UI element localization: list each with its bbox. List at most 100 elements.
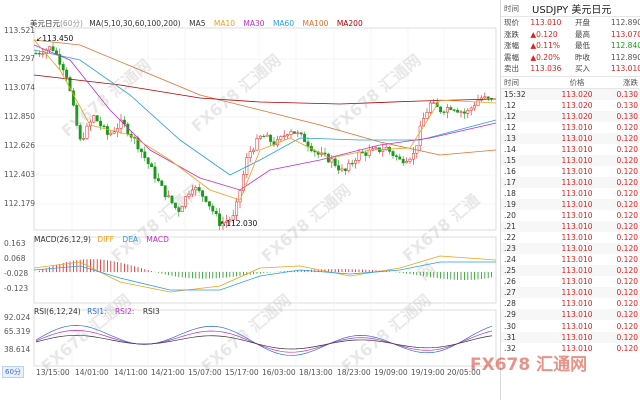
candle-body bbox=[105, 126, 109, 135]
x-tick: 18/13:00 bbox=[299, 368, 333, 377]
quote-label: 涨幅 bbox=[504, 41, 519, 51]
trade-time: .25 bbox=[504, 266, 516, 276]
candle-body bbox=[160, 180, 164, 186]
trade-time: .29 bbox=[504, 310, 516, 320]
trade-row: .16 113.010 0.120 bbox=[501, 165, 640, 177]
candle-body bbox=[299, 132, 303, 135]
candle-body bbox=[214, 210, 218, 215]
candle-body bbox=[224, 220, 228, 223]
rsi-y-tick: 65.319 bbox=[4, 327, 31, 336]
trade-change: 0.120 bbox=[616, 277, 638, 287]
x-tick: 14/01:00 bbox=[75, 368, 109, 377]
ma10-line bbox=[33, 39, 497, 201]
high-annotation: ↙113.450 bbox=[36, 34, 74, 43]
quote-label: 最高 bbox=[575, 29, 591, 39]
candle-body bbox=[483, 96, 487, 99]
candle-body bbox=[405, 161, 409, 164]
candle-body bbox=[207, 201, 211, 207]
quote-label: 现价 bbox=[504, 18, 519, 28]
quote-table: 现价 113.010 开盘 112.890 涨跌 ▲0.120 最高 113.070 涨幅 ▲0.… bbox=[504, 17, 640, 75]
trade-time: .14 bbox=[504, 144, 516, 154]
trade-time: .12 bbox=[504, 100, 516, 110]
high-value: 113.450 bbox=[42, 34, 74, 43]
macd-y-tick: -0.123 bbox=[4, 284, 29, 293]
candle-body bbox=[381, 149, 385, 152]
quote-label: 昨收 bbox=[575, 52, 591, 62]
rsi2-legend: RSI2: bbox=[114, 307, 135, 316]
quote-value: 112.840 bbox=[610, 41, 640, 51]
y-tick: 113.521 bbox=[4, 26, 36, 35]
candle-body bbox=[109, 132, 113, 135]
quote-row: 涨幅 ▲0.11% 最低 112.840 bbox=[504, 40, 640, 52]
trade-change: 0.120 bbox=[616, 332, 638, 342]
candle-body bbox=[265, 134, 269, 137]
candle-body bbox=[286, 134, 290, 137]
candle-body bbox=[401, 158, 405, 164]
x-tick: 16/03:00 bbox=[262, 368, 296, 377]
y-tick: 112.179 bbox=[4, 199, 36, 208]
macd-legend: MACD(26,12,9) DIFF DEA MACD bbox=[34, 235, 169, 244]
candle-body bbox=[95, 115, 99, 122]
candle-body bbox=[360, 151, 364, 154]
trade-row: .25 113.010 0.120 bbox=[501, 265, 640, 277]
main-panel-frame bbox=[33, 27, 497, 231]
candle-body bbox=[170, 195, 174, 204]
trade-change: 0.120 bbox=[616, 211, 638, 221]
candle-body bbox=[367, 150, 371, 156]
candle-body bbox=[156, 178, 160, 182]
candle-body bbox=[204, 196, 208, 202]
candle-body bbox=[177, 207, 181, 212]
trade-change: 0.120 bbox=[616, 177, 638, 187]
quote-value: 112.890 bbox=[610, 18, 640, 28]
candle-body bbox=[197, 187, 201, 191]
rsi-panel-frame bbox=[33, 309, 497, 367]
candle-body bbox=[231, 215, 235, 221]
candle-body bbox=[357, 151, 361, 161]
candle-body bbox=[41, 53, 45, 55]
quote-value: ▲0.20% bbox=[530, 52, 560, 62]
candle-body bbox=[289, 131, 293, 135]
candle-body bbox=[364, 152, 368, 156]
rsi3-legend: RSI3 bbox=[142, 307, 160, 316]
candle-body bbox=[445, 107, 449, 113]
diff-line bbox=[33, 255, 497, 293]
quote-row: 卖出 113.036 买入 113.010 bbox=[504, 63, 640, 75]
trade-time: .18 bbox=[504, 188, 516, 198]
x-tick: 19/19:00 bbox=[411, 368, 445, 377]
trade-change: 0.120 bbox=[616, 188, 638, 198]
quote-label: 最低 bbox=[575, 41, 591, 51]
quote-value: 113.070 bbox=[610, 29, 640, 39]
trade-price: 113.010 bbox=[561, 188, 593, 198]
trade-price: 113.010 bbox=[561, 144, 593, 154]
trade-time: .17 bbox=[504, 177, 516, 187]
quote-value: 112.890 bbox=[610, 52, 640, 62]
trade-time: .13 bbox=[504, 133, 516, 143]
trade-row: .27 113.010 0.120 bbox=[501, 287, 640, 299]
candle-body bbox=[333, 158, 337, 166]
candle-body bbox=[262, 135, 266, 138]
trade-price: 113.010 bbox=[561, 211, 593, 221]
main-legend: 美元日元(60分) MA(5,10,30,60,100,200) MA5 MA1… bbox=[30, 18, 363, 29]
macd-params-label: MACD(26,12,9) bbox=[34, 235, 91, 244]
ma30-line bbox=[33, 44, 497, 191]
trade-row: .17 113.010 0.120 bbox=[501, 176, 640, 188]
x-tick: 15/17:00 bbox=[225, 368, 259, 377]
quote-label: 买入 bbox=[575, 64, 591, 74]
trade-price: 113.010 bbox=[561, 177, 593, 187]
candle-body bbox=[102, 125, 106, 128]
candle-body bbox=[384, 147, 388, 151]
ma-params-label: MA(5,10,30,60,100,200) bbox=[89, 19, 181, 28]
period-label: (60分) bbox=[60, 19, 83, 28]
trade-row: .19 113.010 0.120 bbox=[501, 198, 640, 211]
trade-row: 15:32 113.020 0.130 bbox=[501, 88, 640, 100]
trade-price: 113.010 bbox=[561, 166, 593, 176]
candle-body bbox=[272, 141, 276, 146]
dea-line bbox=[33, 261, 496, 291]
trade-price: 113.010 bbox=[561, 122, 593, 132]
symbol-label: 美元日元 bbox=[30, 19, 60, 28]
candle-body bbox=[37, 53, 41, 55]
rsi-params-label: RSI(6,12,24) bbox=[34, 307, 81, 316]
quote-value: 113.036 bbox=[530, 64, 562, 74]
timeframe-button[interactable]: 60分 bbox=[2, 366, 24, 378]
chart-area[interactable]: 美元日元(60分) MA(5,10,30,60,100,200) MA5 MA1… bbox=[0, 0, 500, 400]
